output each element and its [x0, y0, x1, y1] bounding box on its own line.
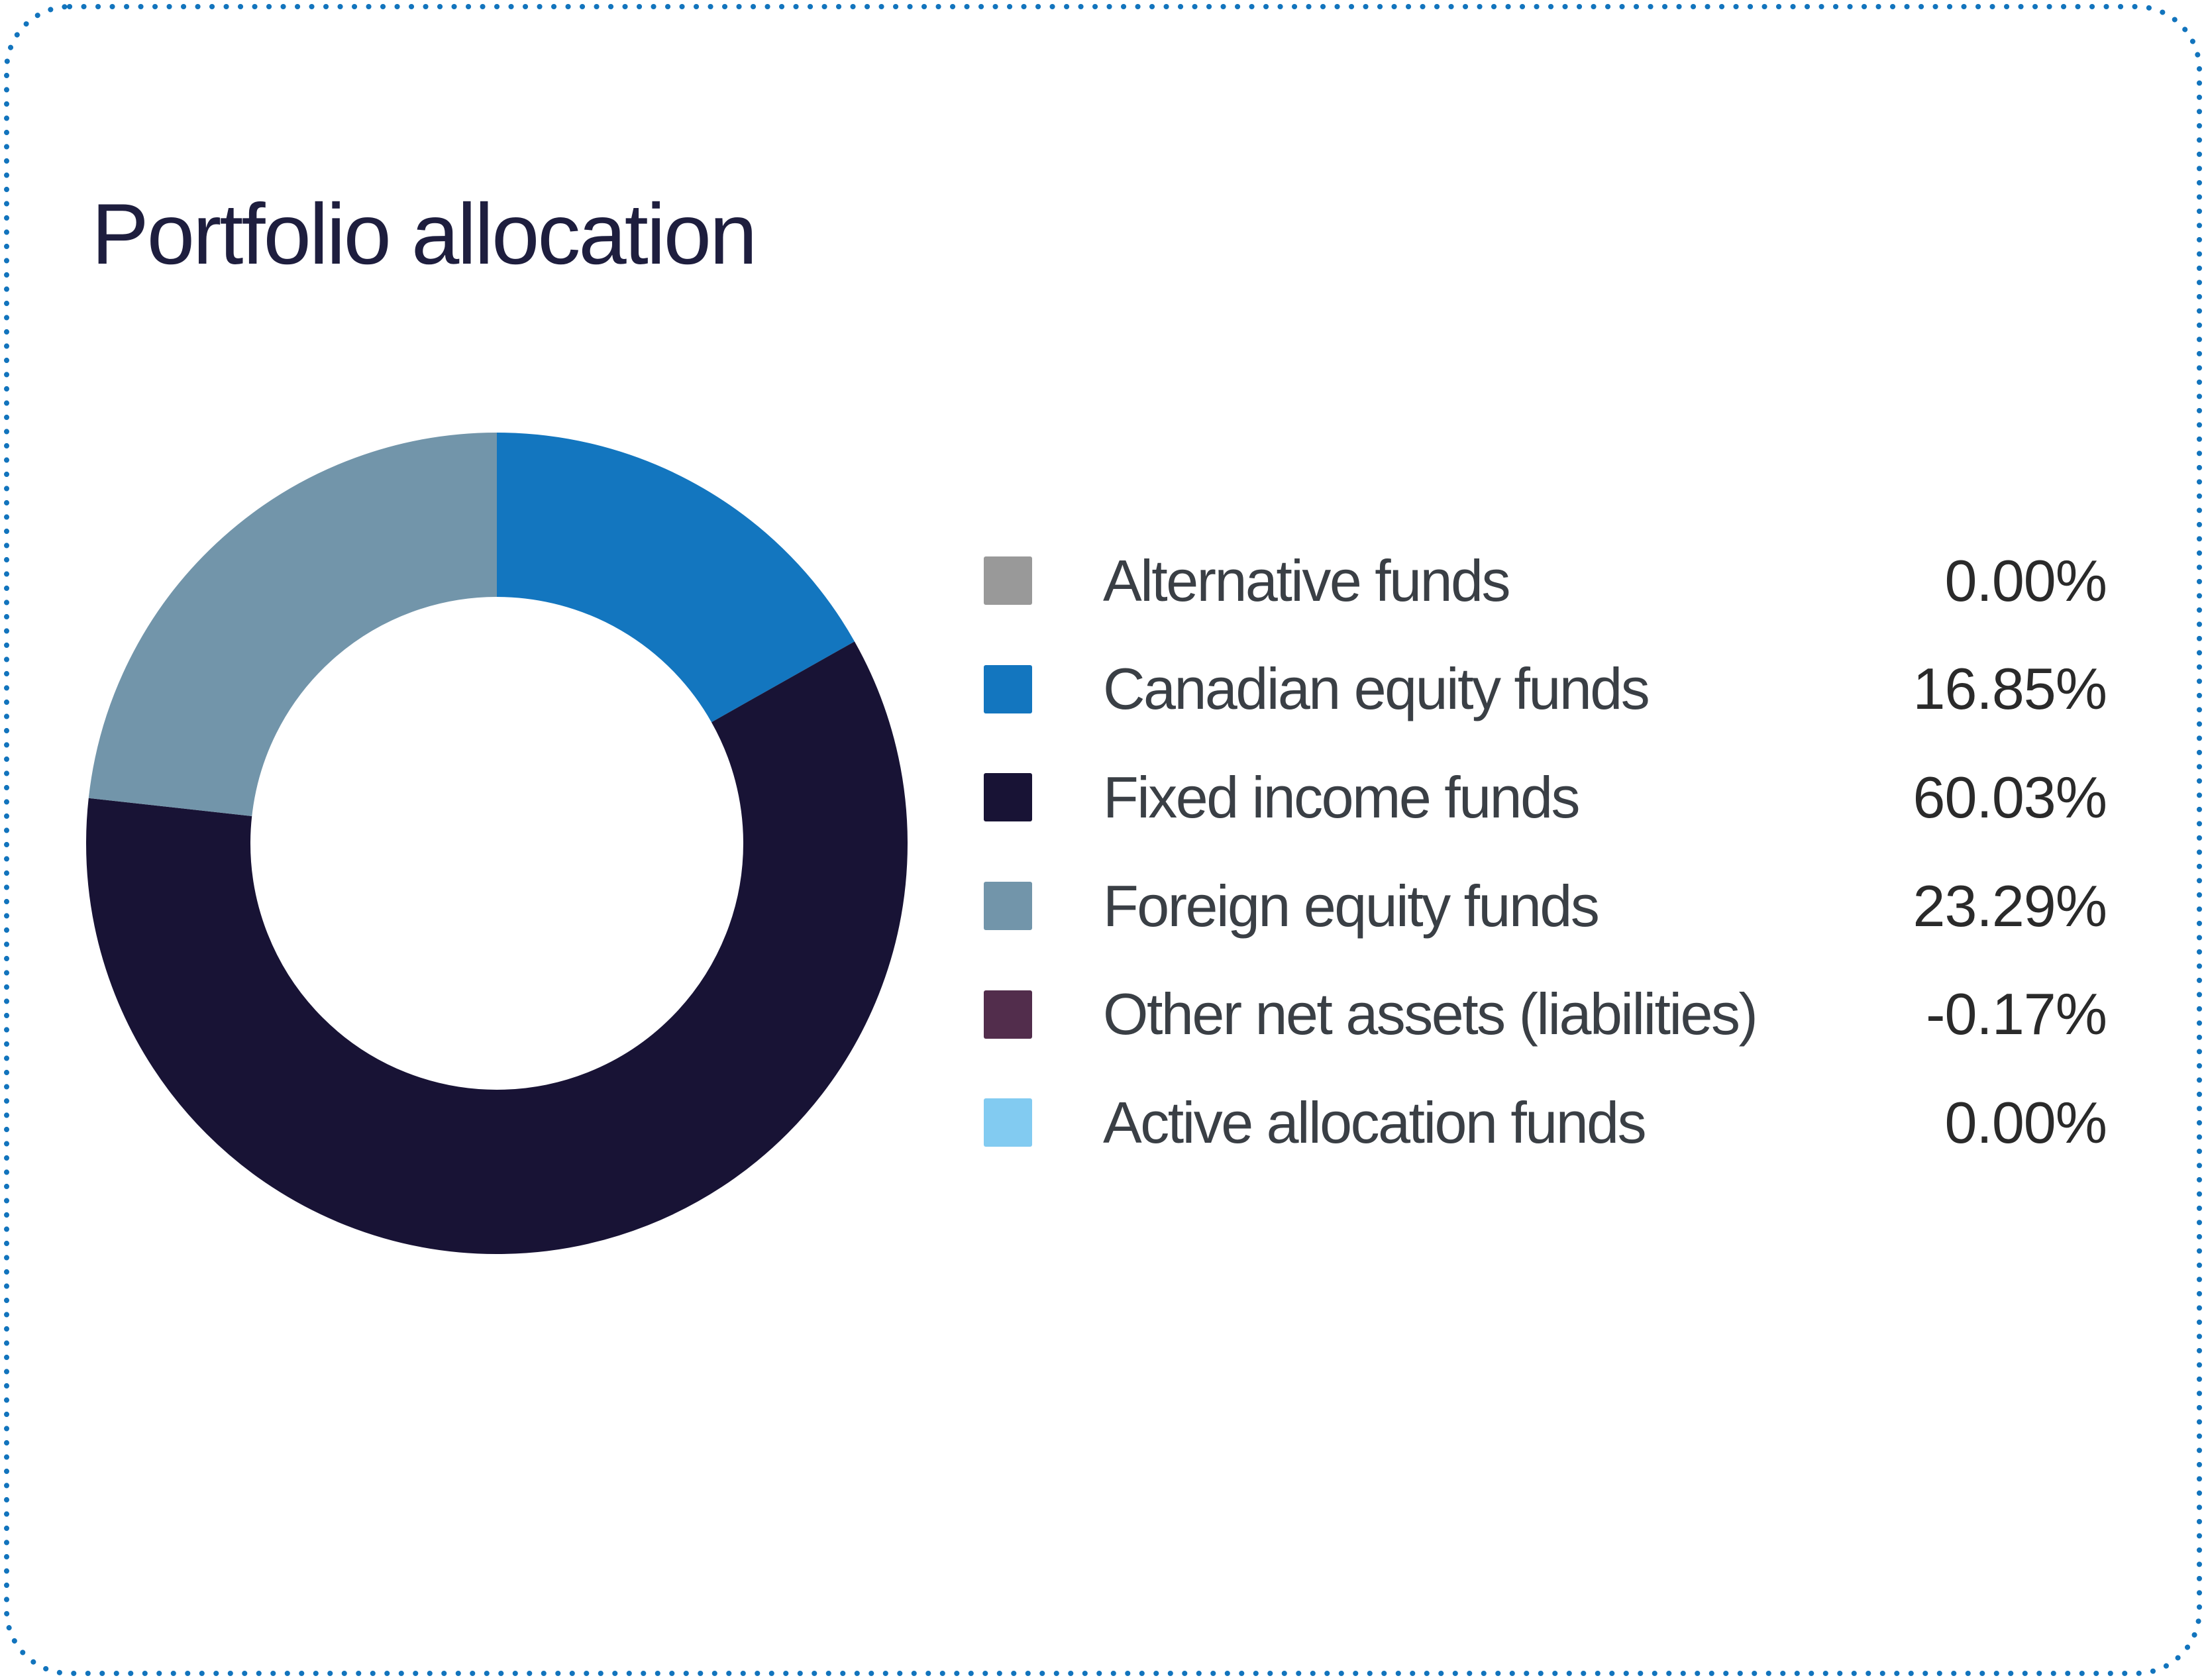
legend-color-swatch [984, 556, 1032, 605]
legend-color-swatch [984, 1098, 1032, 1147]
chart-legend: Alternative funds 0.00% Canadian equity … [984, 527, 2107, 1177]
page-title: Portfolio allocation [91, 185, 757, 282]
legend-label: Foreign equity funds [1103, 872, 1600, 939]
legend-value: 16.85% [1913, 656, 2107, 722]
legend-color-swatch [984, 664, 1032, 713]
legend-value: 0.00% [1944, 1089, 2107, 1155]
legend-value: 23.29% [1913, 872, 2107, 939]
donut-segments [86, 433, 908, 1254]
legend-value: 60.03% [1913, 764, 2107, 830]
donut-segment [86, 433, 908, 1254]
legend-row: Active allocation funds 0.00% [984, 1069, 2107, 1177]
legend-value: -0.17% [1926, 981, 2107, 1047]
legend-label: Other net assets (liabilities) [1103, 981, 1758, 1047]
legend-row: Fixed income funds 60.03% [984, 743, 2107, 852]
legend-label: Canadian equity funds [1103, 656, 1650, 722]
legend-color-swatch [984, 990, 1032, 1039]
donut-chart [86, 433, 908, 1254]
legend-label: Alternative funds [1103, 547, 1511, 613]
legend-value: 0.00% [1944, 547, 2107, 613]
legend-row: Foreign equity funds 23.29% [984, 852, 2107, 961]
legend-row: Other net assets (liabilities) -0.17% [984, 960, 2107, 1069]
legend-row: Alternative funds 0.00% [984, 527, 2107, 635]
legend-color-swatch [984, 882, 1032, 931]
legend-color-swatch [984, 773, 1032, 822]
donut-segment [86, 433, 908, 1254]
legend-label: Fixed income funds [1103, 764, 1581, 830]
legend-label: Active allocation funds [1103, 1089, 1647, 1155]
legend-row: Canadian equity funds 16.85% [984, 635, 2107, 744]
